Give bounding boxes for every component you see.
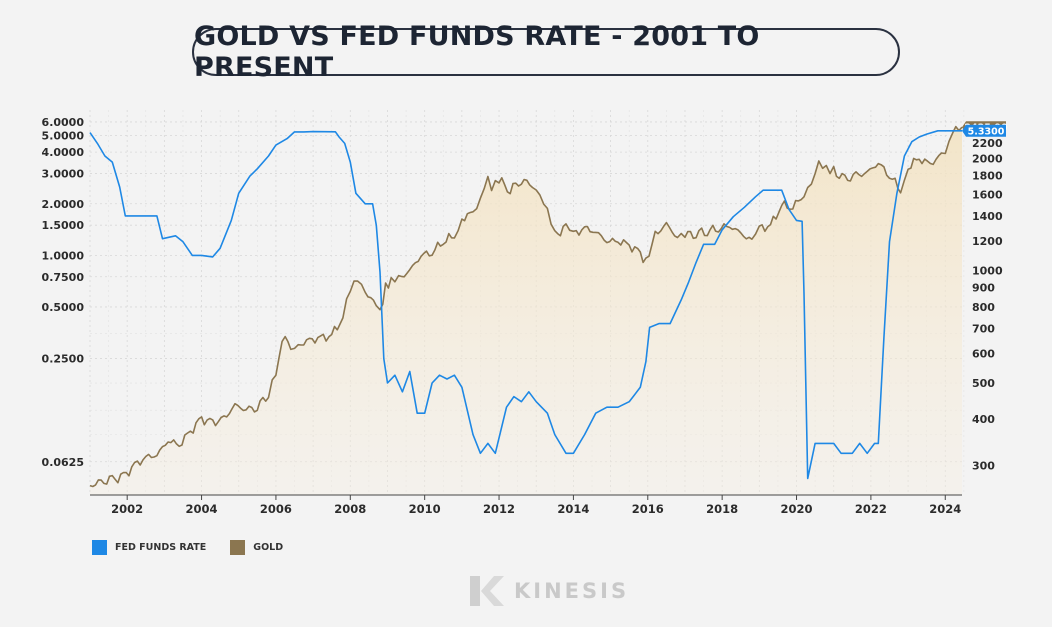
right-tick-label: 2000	[972, 152, 1003, 165]
x-tick-label: 2012	[483, 502, 515, 516]
left-tick-label: 0.2500	[42, 353, 85, 366]
left-tick-label: 2.0000	[42, 198, 85, 211]
left-tick-label: 5.0000	[42, 130, 85, 143]
right-tick-label: 800	[972, 301, 995, 314]
x-tick-label: 2018	[706, 502, 738, 516]
kinesis-k-logo-icon	[470, 576, 504, 606]
right-tick-label: 700	[972, 322, 995, 335]
fed-last-value-label: 5.3300	[968, 126, 1005, 137]
right-tick-label: 400	[972, 413, 995, 426]
fed-funds-rate-line	[89, 130, 962, 480]
legend-item-fed-funds-rate: FED FUNDS RATE	[92, 540, 206, 555]
right-tick-label: 500	[972, 377, 995, 390]
kinesis-logo: KINESIS	[468, 574, 629, 608]
left-tick-label: 0.7500	[42, 271, 85, 284]
right-tick-label: 1600	[972, 189, 1003, 202]
kinesis-logo-text: KINESIS	[514, 579, 630, 603]
right-tick-label: 1200	[972, 235, 1003, 248]
left-tick-label: 1.5000	[42, 219, 85, 232]
right-tick-label: 600	[972, 347, 995, 360]
right-tick-label: 300	[972, 459, 995, 472]
x-tick-label: 2004	[186, 502, 218, 516]
x-tick-label: 2002	[111, 502, 143, 516]
left-tick-label: 3.0000	[42, 168, 85, 181]
right-tick-label: 1000	[972, 265, 1003, 278]
right-tick-label: 1800	[972, 170, 1003, 183]
chart-title: GOLD VS FED FUNDS RATE - 2001 TO PRESENT	[194, 21, 760, 83]
legend-item-gold: GOLD	[230, 540, 283, 555]
legend-label-fed-funds-rate: FED FUNDS RATE	[115, 542, 207, 553]
last-value-labels: 2425.905.3300	[962, 121, 1008, 137]
x-tick-label: 2024	[929, 502, 961, 516]
gold-line	[89, 125, 963, 488]
x-tick-label: 2006	[260, 502, 292, 516]
gold-area	[90, 126, 962, 495]
fed-last-value-label-bg	[962, 124, 1006, 137]
legend-swatch-fed-funds-rate	[92, 540, 107, 555]
x-tick-label: 2022	[855, 502, 887, 516]
series-lines	[89, 125, 963, 488]
left-tick-label: 0.0625	[42, 456, 84, 469]
left-tick-label: 0.5000	[42, 301, 85, 314]
x-tick-label: 2020	[781, 502, 813, 516]
left-tick-label: 4.0000	[42, 146, 85, 159]
right-tick-label: 900	[972, 282, 995, 295]
left-tick-label: 6.0000	[42, 116, 85, 129]
legend-swatch-gold	[230, 540, 246, 555]
legend-label-gold: GOLD	[253, 542, 284, 553]
left-tick-label: 1.0000	[42, 249, 85, 262]
x-tick-label: 2008	[334, 502, 366, 516]
chart-title-box: GOLD VS FED FUNDS RATE - 2001 TO PRESENT	[192, 21, 900, 83]
gold-area-fill	[90, 126, 962, 495]
right-tick-label: 2200	[972, 137, 1003, 150]
x-tick-label: 2010	[409, 502, 441, 516]
x-tick-label: 2016	[632, 502, 664, 516]
right-tick-label: 1400	[972, 210, 1003, 223]
x-tick-label: 2014	[557, 502, 589, 516]
legend: FED FUNDS RATE GOLD	[92, 540, 307, 555]
